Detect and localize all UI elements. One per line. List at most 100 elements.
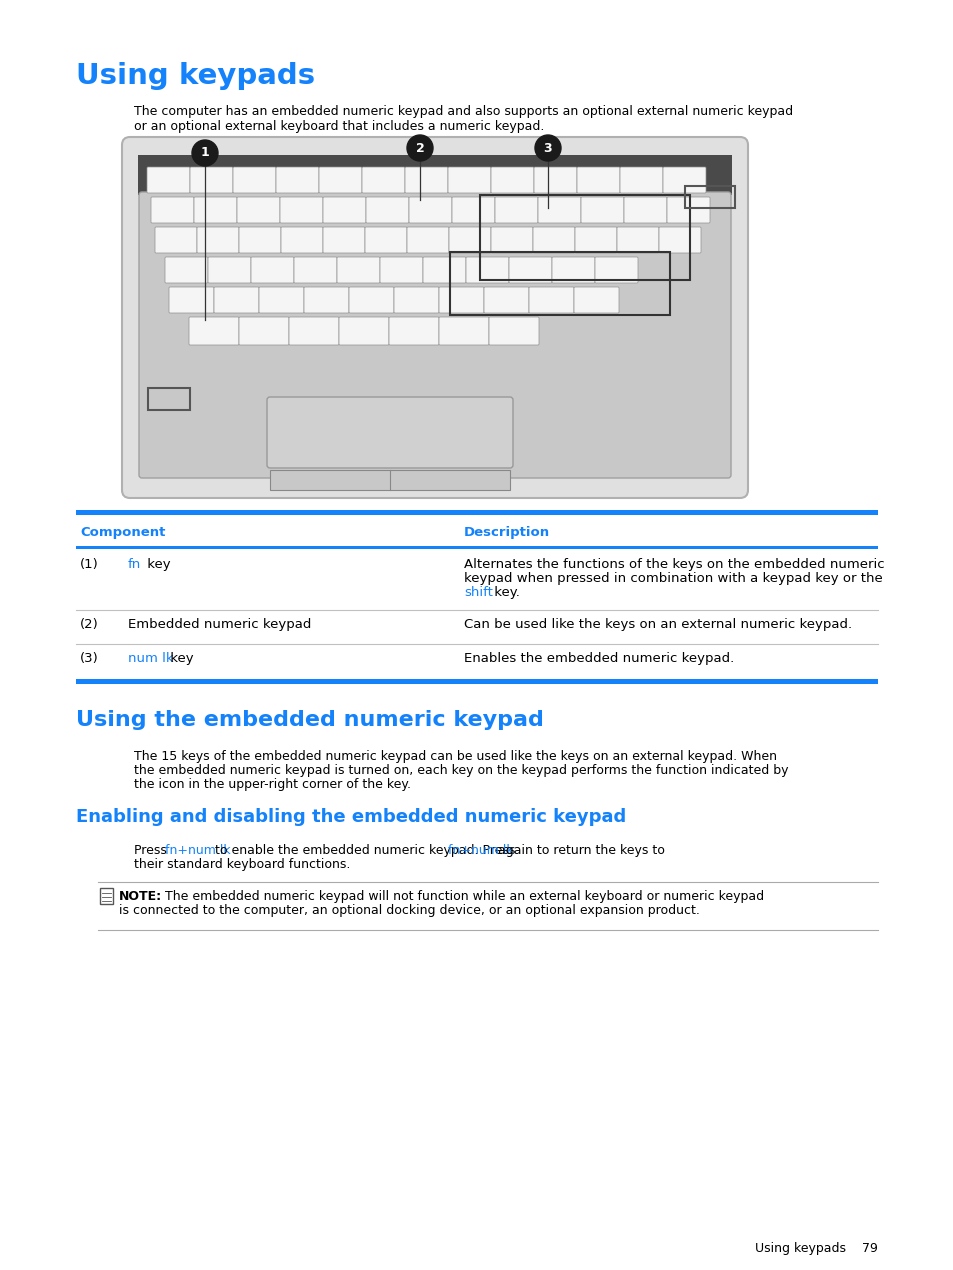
FancyBboxPatch shape: [190, 166, 233, 193]
Text: Description: Description: [463, 526, 550, 538]
Circle shape: [535, 135, 560, 161]
Text: (2): (2): [80, 618, 99, 631]
FancyBboxPatch shape: [577, 166, 619, 193]
FancyBboxPatch shape: [405, 166, 448, 193]
FancyBboxPatch shape: [409, 197, 452, 224]
FancyBboxPatch shape: [193, 197, 236, 224]
Text: Using keypads: Using keypads: [76, 62, 314, 90]
Bar: [270, 470, 510, 490]
FancyBboxPatch shape: [580, 197, 623, 224]
Text: is connected to the computer, an optional docking device, or an optional expansi: is connected to the computer, an optiona…: [119, 904, 700, 917]
FancyBboxPatch shape: [289, 318, 338, 345]
Bar: [100, 888, 112, 904]
FancyBboxPatch shape: [422, 257, 465, 283]
Text: Press: Press: [133, 845, 171, 857]
FancyBboxPatch shape: [619, 166, 662, 193]
FancyBboxPatch shape: [595, 257, 638, 283]
FancyBboxPatch shape: [275, 166, 318, 193]
Text: The computer has an embedded numeric keypad and also supports an optional extern: The computer has an embedded numeric key…: [133, 105, 792, 118]
FancyBboxPatch shape: [239, 318, 289, 345]
FancyBboxPatch shape: [251, 257, 294, 283]
FancyBboxPatch shape: [465, 257, 509, 283]
Text: The 15 keys of the embedded numeric keypad can be used like the keys on an exter: The 15 keys of the embedded numeric keyp…: [133, 751, 776, 763]
Text: Using keypads    79: Using keypads 79: [755, 1242, 877, 1255]
Circle shape: [407, 135, 433, 161]
FancyBboxPatch shape: [659, 227, 700, 253]
FancyBboxPatch shape: [239, 227, 281, 253]
FancyBboxPatch shape: [448, 166, 491, 193]
Text: 1: 1: [200, 146, 209, 160]
FancyBboxPatch shape: [533, 227, 575, 253]
FancyBboxPatch shape: [662, 166, 705, 193]
Text: Alternates the functions of the keys on the embedded numeric: Alternates the functions of the keys on …: [463, 558, 883, 572]
Text: their standard keyboard functions.: their standard keyboard functions.: [133, 859, 350, 871]
FancyBboxPatch shape: [151, 197, 193, 224]
FancyBboxPatch shape: [438, 318, 489, 345]
Text: the embedded numeric keypad is turned on, each key on the keypad performs the fu: the embedded numeric keypad is turned on…: [133, 765, 788, 777]
Text: 3: 3: [543, 141, 552, 155]
FancyBboxPatch shape: [147, 166, 190, 193]
Bar: [138, 155, 731, 196]
FancyBboxPatch shape: [666, 197, 709, 224]
FancyBboxPatch shape: [233, 166, 275, 193]
FancyBboxPatch shape: [169, 287, 213, 312]
FancyBboxPatch shape: [280, 197, 323, 224]
FancyBboxPatch shape: [122, 137, 747, 498]
FancyBboxPatch shape: [281, 227, 323, 253]
Text: shift: shift: [463, 585, 493, 599]
FancyBboxPatch shape: [304, 287, 349, 312]
Text: fn+num lk: fn+num lk: [448, 845, 514, 857]
FancyBboxPatch shape: [189, 318, 239, 345]
FancyBboxPatch shape: [438, 287, 483, 312]
FancyBboxPatch shape: [534, 166, 577, 193]
Text: again to return the keys to: again to return the keys to: [494, 845, 664, 857]
Text: keypad when pressed in combination with a keypad key or the: keypad when pressed in combination with …: [463, 572, 882, 585]
FancyBboxPatch shape: [495, 197, 537, 224]
Text: Using the embedded numeric keypad: Using the embedded numeric keypad: [76, 710, 543, 730]
FancyBboxPatch shape: [294, 257, 336, 283]
FancyBboxPatch shape: [338, 318, 389, 345]
FancyBboxPatch shape: [537, 197, 580, 224]
Text: Embedded numeric keypad: Embedded numeric keypad: [128, 618, 311, 631]
FancyBboxPatch shape: [529, 287, 574, 312]
FancyBboxPatch shape: [394, 287, 438, 312]
FancyBboxPatch shape: [139, 192, 730, 478]
Bar: [684, 185, 734, 208]
Text: the icon in the upper-right corner of the key.: the icon in the upper-right corner of th…: [133, 779, 411, 791]
FancyBboxPatch shape: [258, 287, 304, 312]
FancyBboxPatch shape: [509, 257, 552, 283]
Text: key: key: [143, 558, 171, 572]
FancyBboxPatch shape: [165, 257, 208, 283]
FancyBboxPatch shape: [574, 287, 618, 312]
FancyBboxPatch shape: [452, 197, 495, 224]
FancyBboxPatch shape: [318, 166, 361, 193]
Text: The embedded numeric keypad will not function while an external keyboard or nume: The embedded numeric keypad will not fun…: [157, 890, 763, 903]
Text: key: key: [166, 652, 193, 665]
FancyBboxPatch shape: [208, 257, 251, 283]
Text: Enabling and disabling the embedded numeric keypad: Enabling and disabling the embedded nume…: [76, 808, 625, 826]
FancyBboxPatch shape: [349, 287, 394, 312]
FancyBboxPatch shape: [489, 318, 538, 345]
FancyBboxPatch shape: [623, 197, 666, 224]
Text: Component: Component: [80, 526, 165, 538]
FancyBboxPatch shape: [575, 227, 617, 253]
FancyBboxPatch shape: [389, 318, 438, 345]
FancyBboxPatch shape: [483, 287, 529, 312]
FancyBboxPatch shape: [213, 287, 258, 312]
Text: (1): (1): [80, 558, 99, 572]
Bar: [479, 196, 689, 279]
FancyBboxPatch shape: [552, 257, 595, 283]
FancyBboxPatch shape: [407, 227, 449, 253]
FancyBboxPatch shape: [336, 257, 379, 283]
Bar: [450, 251, 669, 315]
FancyBboxPatch shape: [361, 166, 405, 193]
Text: fn: fn: [128, 558, 141, 572]
Text: Enables the embedded numeric keypad.: Enables the embedded numeric keypad.: [463, 652, 734, 665]
FancyBboxPatch shape: [323, 227, 365, 253]
Bar: [76, 511, 877, 516]
Text: or an optional external keyboard that includes a numeric keypad.: or an optional external keyboard that in…: [133, 119, 544, 133]
FancyBboxPatch shape: [236, 197, 280, 224]
Text: NOTE:: NOTE:: [119, 890, 162, 903]
Bar: [148, 389, 190, 410]
FancyBboxPatch shape: [154, 227, 196, 253]
